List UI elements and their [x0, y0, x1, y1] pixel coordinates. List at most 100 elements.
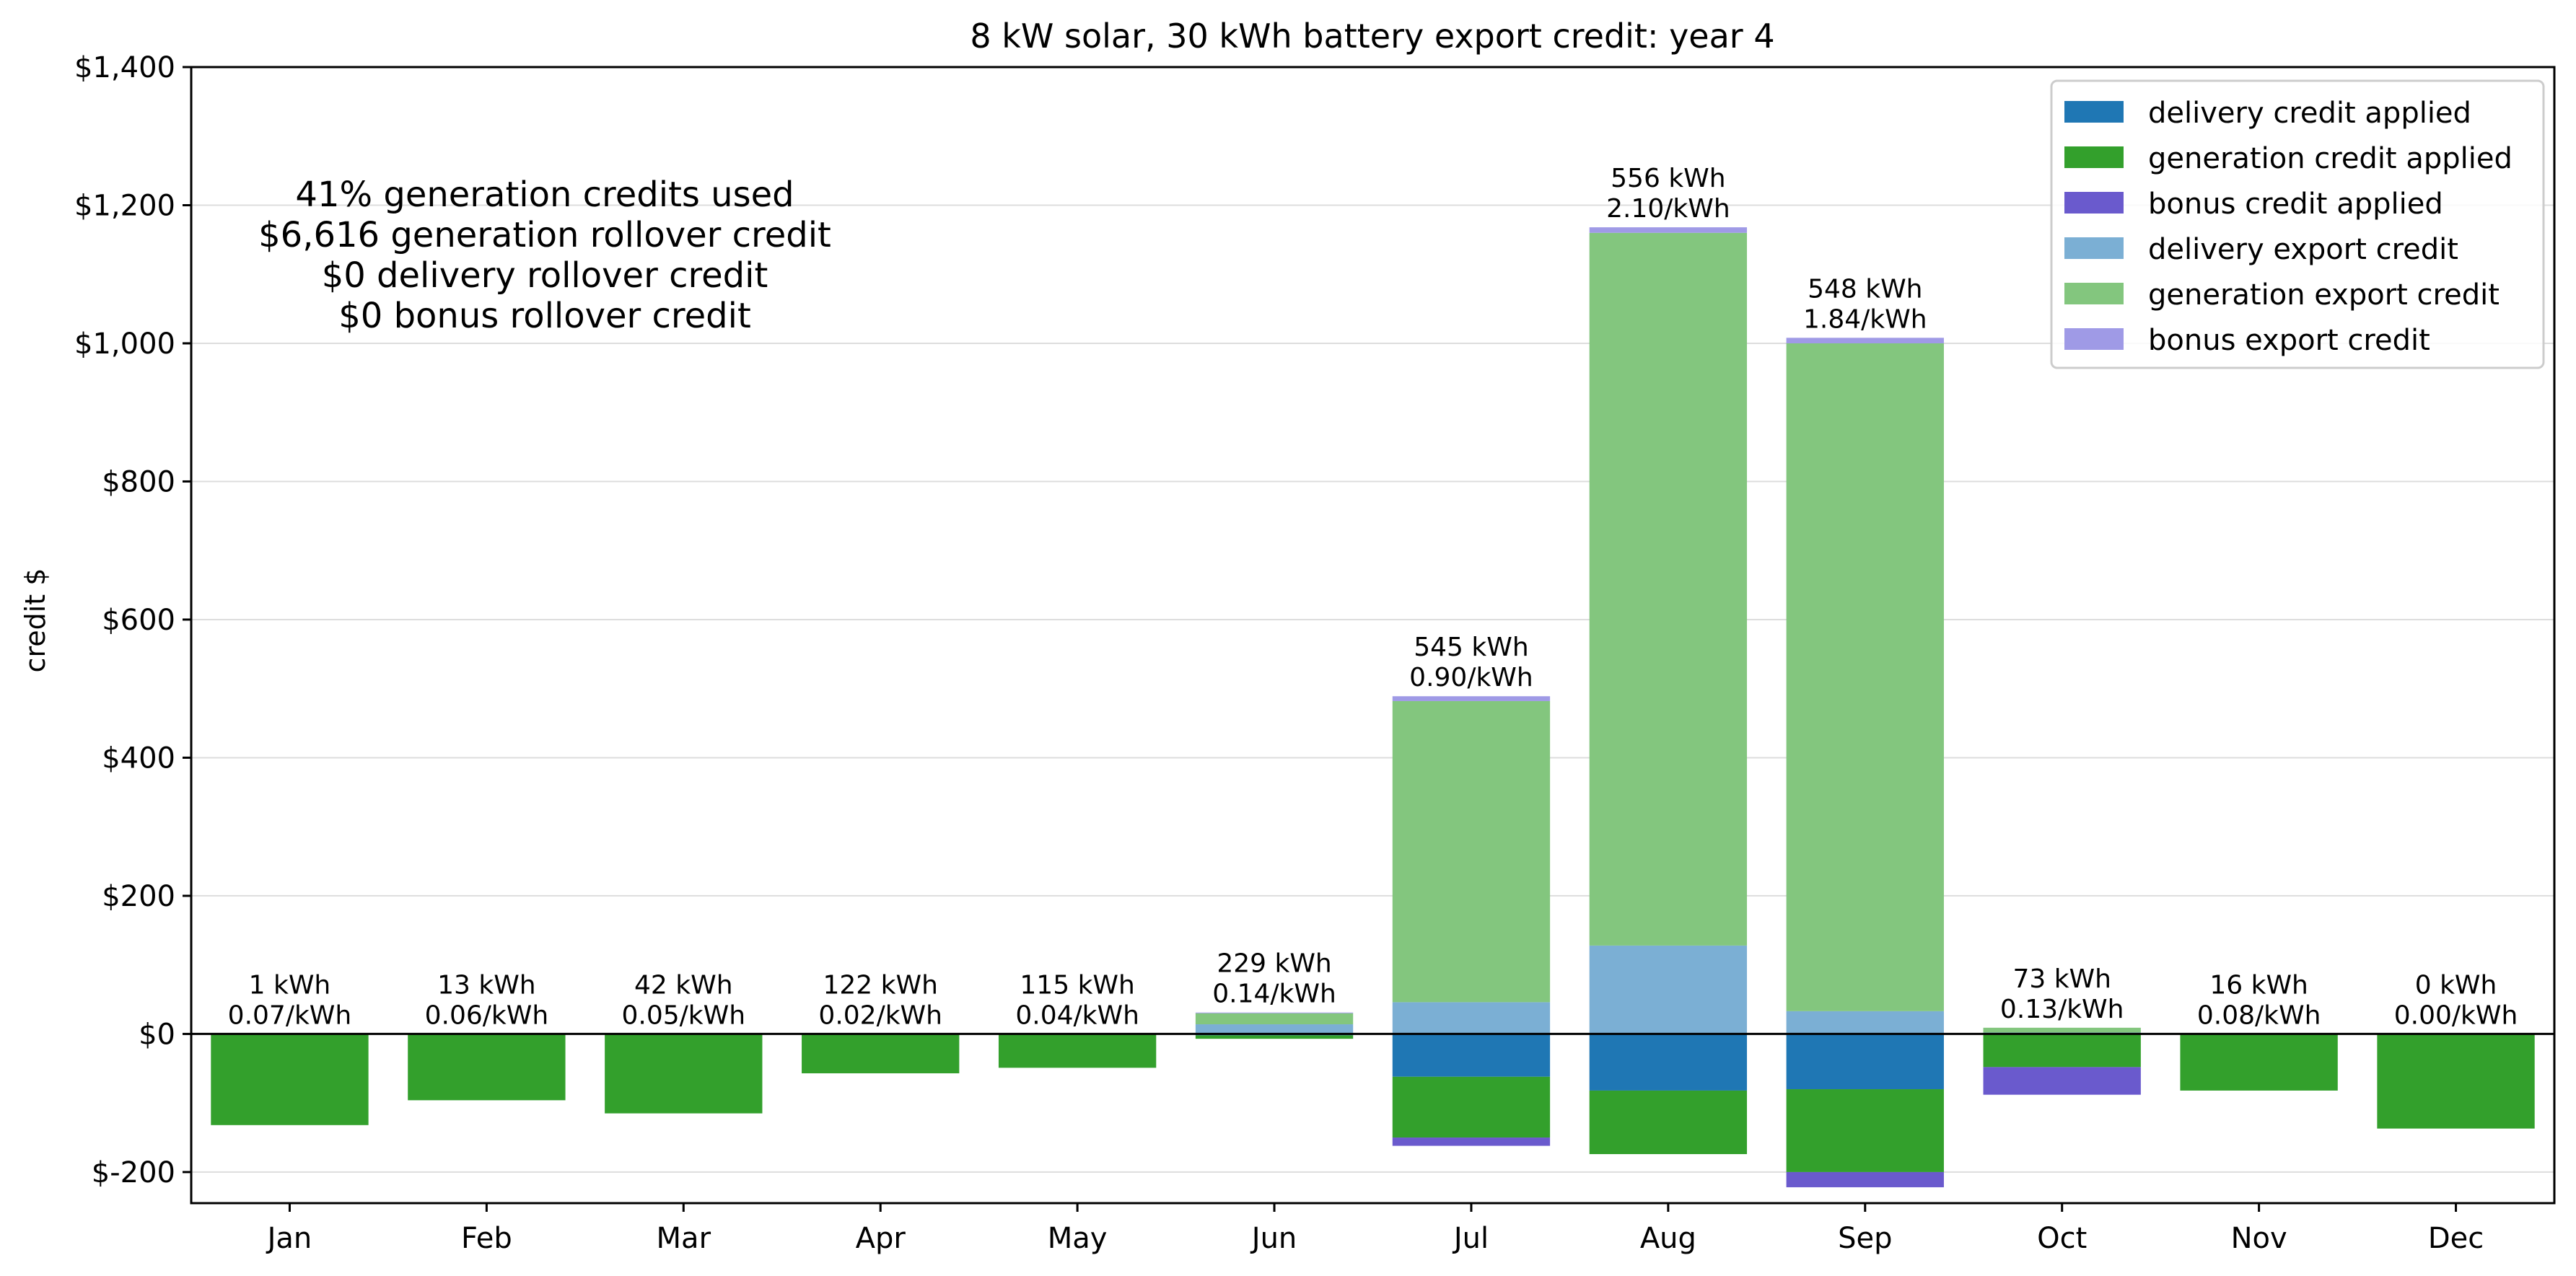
bar-label-kwh-jan: 1 kWh	[249, 970, 331, 1000]
x-tick-label-mar: Mar	[657, 1222, 711, 1255]
bar-label-kwh-sep: 548 kWh	[1808, 274, 1922, 304]
bar-segment-aug-5	[1589, 227, 1748, 233]
annotation-line-2: $6,616 generation rollover credit	[258, 215, 831, 255]
bar-segment-jul-0	[1392, 1034, 1551, 1077]
bar-label-rate-jun: 0.14/kWh	[1212, 980, 1336, 1009]
bar-segment-may-1	[998, 1034, 1157, 1068]
bar-label-kwh-aug: 556 kWh	[1611, 164, 1725, 193]
bar-label-rate-aug: 2.10/kWh	[1606, 194, 1730, 224]
x-tick-label-dec: Dec	[2428, 1222, 2484, 1255]
legend-swatch-4	[2064, 283, 2124, 304]
bar-segment-jan-1	[211, 1034, 369, 1125]
x-tick-label-jan: Jan	[266, 1222, 312, 1255]
bar-label-kwh-nov: 16 kWh	[2209, 970, 2308, 1000]
legend-label-0: delivery credit applied	[2148, 97, 2471, 130]
bar-segment-jun-3	[1195, 1024, 1354, 1034]
x-tick-label-oct: Oct	[2037, 1222, 2087, 1255]
bar-segment-jul-5	[1392, 696, 1551, 701]
legend-box	[2050, 79, 2545, 369]
x-axis: Jan Feb Mar Apr May Jun Jul Aug Sep Oct Nov Dec	[266, 1203, 2484, 1255]
bar-label-rate-apr: 0.02/kWh	[818, 1000, 942, 1030]
bar-segment-sep-3	[1786, 1011, 1944, 1034]
x-tick-label-aug: Aug	[1640, 1222, 1696, 1255]
bar-label-rate-sep: 1.84/kWh	[1803, 304, 1927, 334]
bar-segment-jul-3	[1392, 1002, 1551, 1034]
x-tick-label-jul: Jul	[1452, 1222, 1489, 1255]
chart-title: 8 kW solar, 30 kWh battery export credit…	[970, 17, 1774, 56]
bars	[211, 227, 2535, 1187]
x-tick-label-nov: Nov	[2231, 1222, 2287, 1255]
x-tick-label-may: May	[1048, 1222, 1108, 1255]
bar-label-kwh-feb: 13 kWh	[437, 970, 536, 1000]
bar-segment-sep-2	[1786, 1171, 1944, 1187]
plot-frame	[190, 66, 2556, 1205]
annotation-line-1: 41% generation credits used	[295, 175, 794, 215]
y-tick-label-5: $800	[102, 465, 175, 498]
bar-label-rate-may: 0.04/kWh	[1015, 1000, 1139, 1030]
legend-swatch-5	[2064, 328, 2124, 350]
legend-swatch-2	[2064, 192, 2124, 214]
legend-swatch-1	[2064, 146, 2124, 168]
bar-segment-feb-1	[408, 1034, 566, 1101]
annotation-line-4: $0 bonus rollover credit	[338, 296, 751, 336]
x-tick-label-apr: Apr	[856, 1222, 906, 1255]
bar-label-kwh-dec: 0 kWh	[2415, 970, 2497, 1000]
y-tick-label-4: $600	[102, 604, 175, 637]
bar-segment-jul-4	[1392, 700, 1551, 1003]
bar-label-kwh-apr: 122 kWh	[823, 970, 937, 1000]
legend-label-4: generation export credit	[2148, 278, 2500, 312]
bar-segment-jun-1	[1195, 1035, 1354, 1039]
bar-label-rate-oct: 0.13/kWh	[2000, 995, 2124, 1024]
y-tick-label-8: $1,400	[74, 51, 175, 84]
bar-segment-jun-4	[1195, 1013, 1354, 1025]
legend-label-1: generation credit applied	[2148, 142, 2513, 175]
bar-segment-oct-2	[1983, 1067, 2141, 1095]
x-tick-label-sep: Sep	[1838, 1222, 1892, 1255]
bar-segment-aug-4	[1589, 232, 1748, 946]
bar-label-kwh-jun: 229 kWh	[1217, 949, 1331, 979]
bar-segment-dec-1	[2377, 1034, 2535, 1129]
bar-label-kwh-oct: 73 kWh	[2012, 964, 2111, 994]
x-tick-label-jun: Jun	[1250, 1222, 1297, 1255]
bar-segment-oct-1	[1983, 1034, 2141, 1068]
bar-segment-sep-1	[1786, 1089, 1944, 1172]
bar-label-kwh-mar: 42 kWh	[634, 970, 733, 1000]
bar-label-rate-nov: 0.08/kWh	[2197, 1000, 2321, 1030]
y-tick-label-6: $1,000	[74, 327, 175, 361]
bar-segment-jul-1	[1392, 1076, 1551, 1138]
y-tick-label-0: $-200	[92, 1156, 175, 1189]
x-tick-label-feb: Feb	[461, 1222, 512, 1255]
bar-label-kwh-jul: 545 kWh	[1414, 633, 1528, 662]
bar-label-rate-feb: 0.06/kWh	[425, 1000, 549, 1030]
bar-segment-aug-3	[1589, 945, 1748, 1034]
y-tick-label-3: $400	[102, 742, 175, 775]
bar-segment-nov-1	[2180, 1034, 2338, 1091]
bar-label-rate-mar: 0.05/kWh	[622, 1000, 746, 1030]
legend: delivery credit applied generation credit…	[2050, 79, 2545, 369]
y-axis-label: credit $	[19, 568, 51, 673]
bar-label-rate-jul: 0.90/kWh	[1409, 663, 1533, 692]
annotation-line-3: $0 delivery rollover credit	[322, 255, 768, 296]
y-tick-label-1: $0	[139, 1018, 175, 1051]
legend-label-5: bonus export credit	[2148, 324, 2430, 357]
bar-segment-aug-0	[1589, 1034, 1748, 1091]
legend-swatch-0	[2064, 101, 2124, 123]
bar-segment-aug-1	[1589, 1090, 1748, 1155]
bar-segment-mar-1	[605, 1034, 763, 1114]
bar-segment-apr-1	[802, 1034, 960, 1073]
bar-label-rate-jan: 0.07/kWh	[228, 1000, 352, 1030]
y-tick-label-2: $200	[102, 880, 175, 913]
legend-label-2: bonus credit applied	[2148, 188, 2443, 221]
legend-swatch-3	[2064, 237, 2124, 259]
summary-annotation: 41% generation credits used $6,616 gener…	[258, 175, 831, 336]
legend-label-3: delivery export credit	[2148, 233, 2458, 266]
bar-label-kwh-may: 115 kWh	[1020, 970, 1134, 1000]
bar-segment-jul-2	[1392, 1138, 1551, 1146]
y-axis: $-200 $0 $200 $400 $600 $800 $1,000 $1,200 $1,40…	[74, 51, 191, 1189]
bar-segment-oct-4	[1983, 1027, 2141, 1033]
bar-segment-sep-5	[1786, 338, 1944, 343]
bar-label-rate-dec: 0.00/kWh	[2394, 1000, 2518, 1030]
bar-segment-sep-0	[1786, 1034, 1944, 1090]
